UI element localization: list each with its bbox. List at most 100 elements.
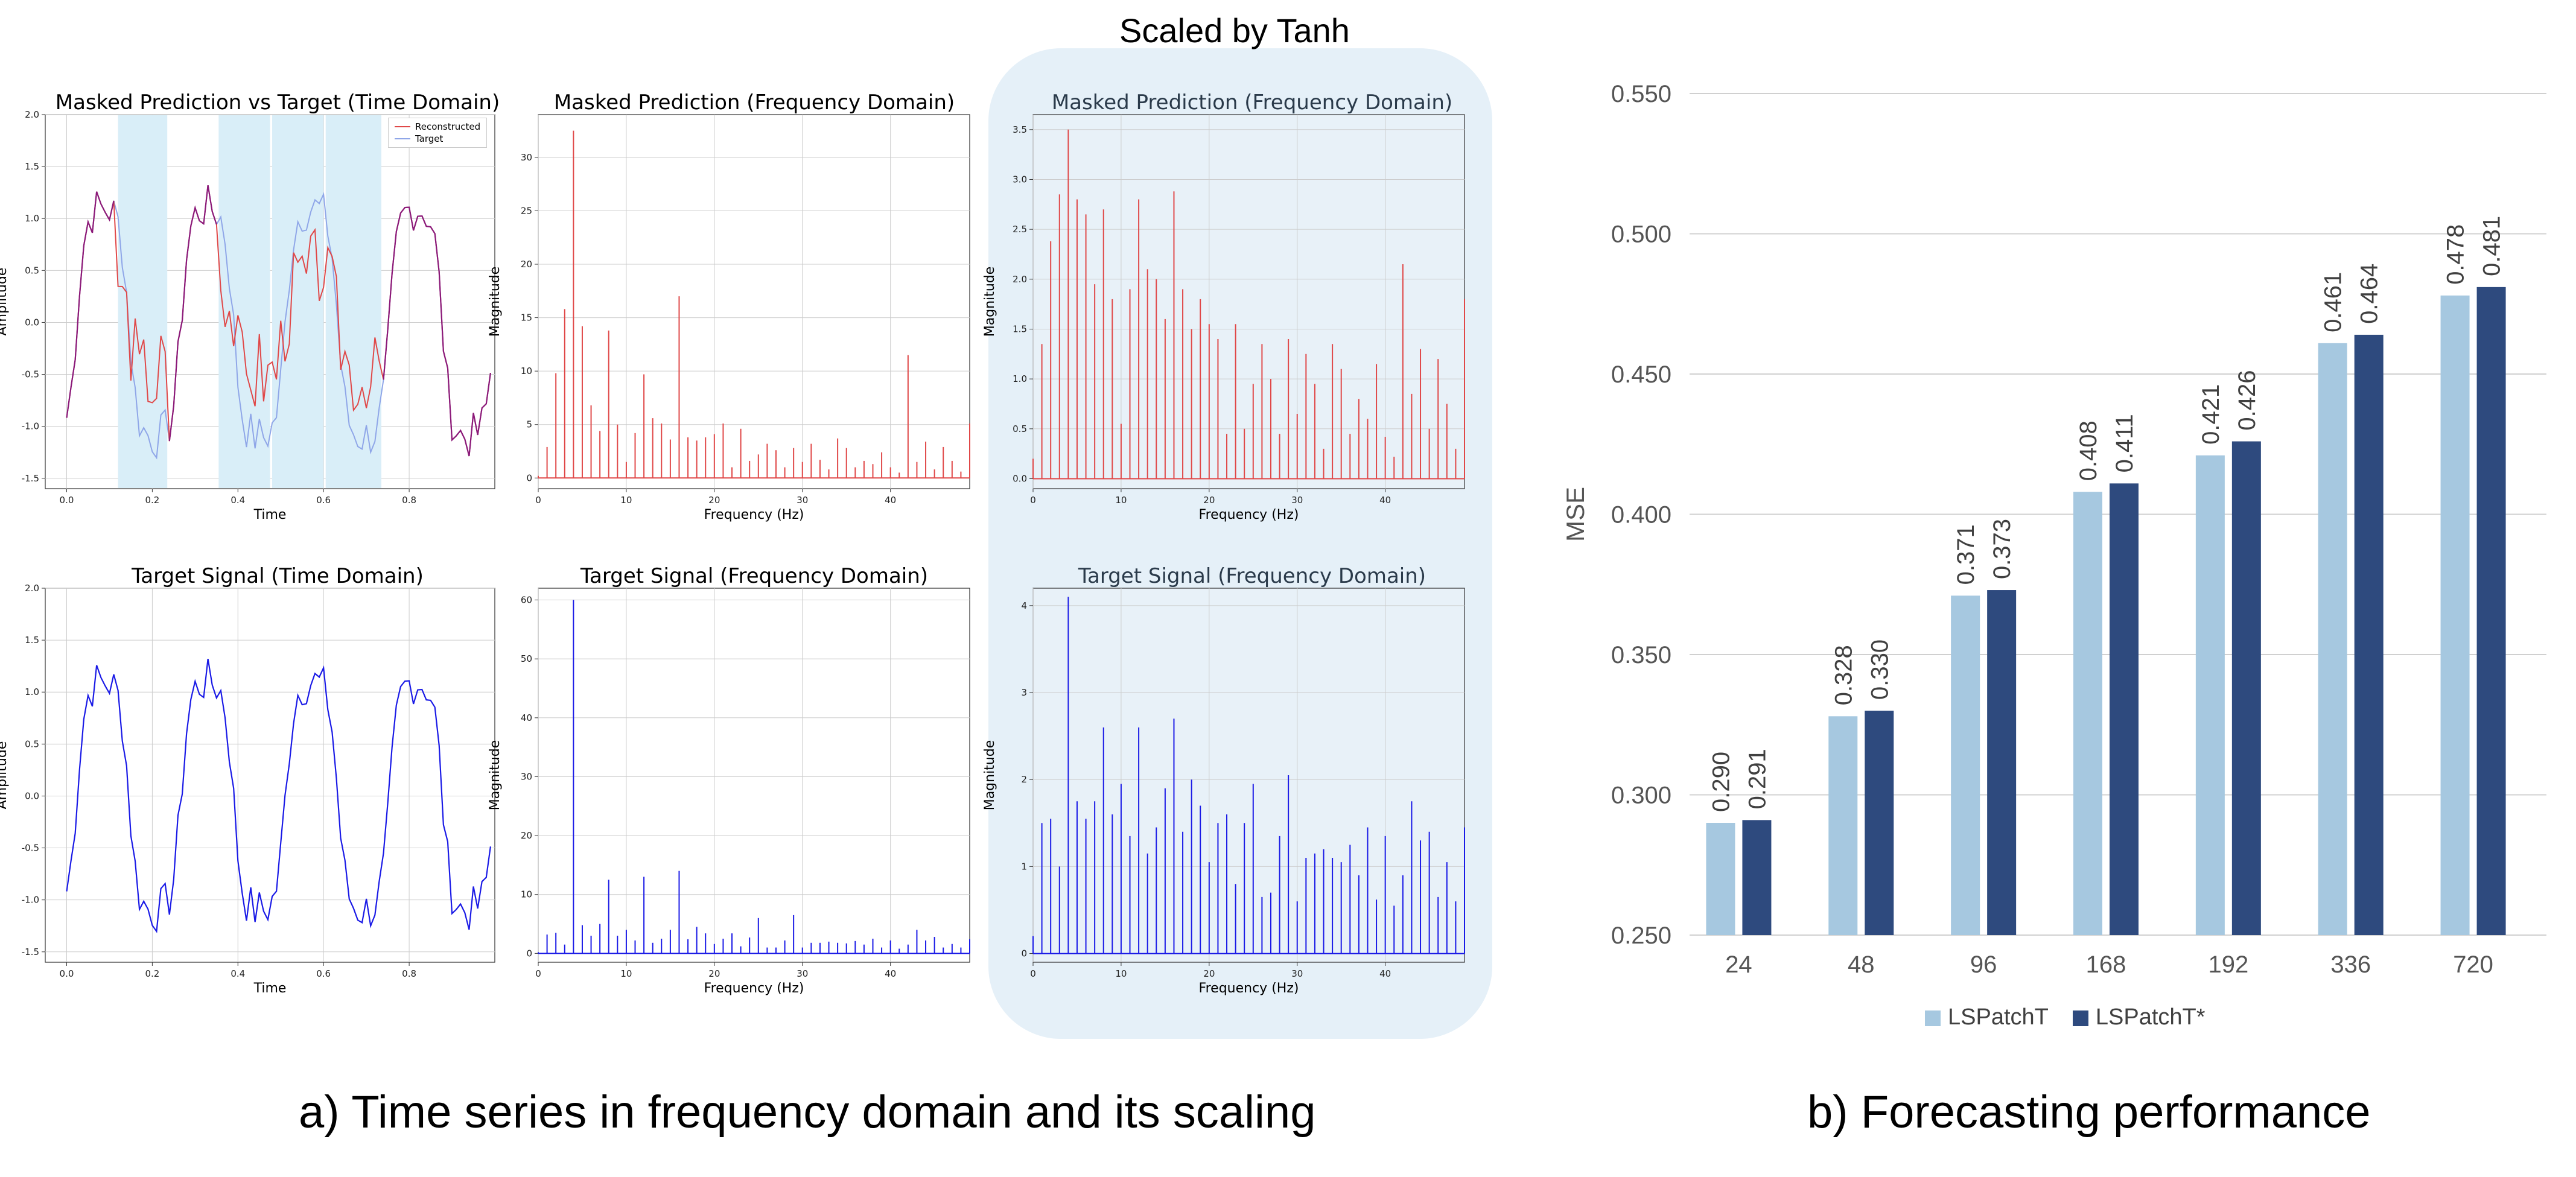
x-axis-label: Time — [253, 981, 287, 996]
chart-forecasting-mse: 0.250 0.300 0.350 0.400 0.450 0.500 0.550 MSE 0.… — [1561, 81, 2546, 978]
x-tick-label: 20 — [708, 495, 720, 506]
bar-data-label: 0.291 — [1744, 749, 1770, 809]
bar — [2073, 492, 2102, 935]
panel-title: Masked Prediction vs Target (Time Domain… — [55, 90, 500, 115]
x-tick-label: 0.0 — [60, 495, 74, 506]
bar — [1865, 711, 1894, 935]
bar-data-label: 0.371 — [1953, 524, 1979, 585]
panel-masked-prediction-time: Masked Prediction vs Target (Time Domain… — [0, 87, 507, 570]
y-tick-label: 4 — [1021, 600, 1027, 611]
y-tick-label: 1.0 — [25, 213, 39, 224]
masked-region — [325, 115, 381, 488]
panel-title: Masked Prediction (Frequency Domain) — [1051, 90, 1453, 115]
legend: Reconstructed Target — [388, 118, 488, 148]
bar-data-label: 0.478 — [2443, 224, 2469, 285]
bar — [2318, 343, 2347, 935]
y-tick-label: 2 — [1021, 774, 1027, 785]
panel-forecasting-performance: 0.250 0.300 0.350 0.400 0.450 0.500 0.550 MSE 0.… — [1545, 36, 2559, 1062]
x-axis-label: Frequency (Hz) — [1199, 981, 1299, 996]
y-tick-label: 10 — [521, 889, 532, 900]
plot-area — [1032, 588, 1465, 963]
y-tick-label: 0.250 — [1611, 922, 1671, 949]
x-tick-label: 10 — [620, 495, 632, 506]
bar-data-label: 0.330 — [1866, 639, 1893, 700]
x-tick-label: 0.8 — [402, 495, 416, 506]
panel-target-time: Target Signal (Time Domain) 0.0 0.2 0.4 0.6… — [0, 561, 507, 1044]
chart-target-freq: 0 10 20 30 40 0 10 20 30 40 50 60 Frequency (Hz) Magn… — [488, 588, 970, 996]
y-tick-label: 0.0 — [25, 317, 39, 328]
masked-region — [118, 115, 168, 488]
x-tick-label: 192 — [2208, 951, 2248, 978]
panel-masked-prediction-freq-tanh: Masked Prediction (Frequency Domain) 0 10… — [982, 87, 1478, 570]
bar — [2110, 483, 2139, 935]
y-tick-label: 3 — [1021, 687, 1027, 698]
y-tick-label: 60 — [521, 595, 532, 606]
y-tick-label: 20 — [521, 830, 532, 841]
y-tick-label: 1.5 — [25, 635, 39, 646]
y-tick-label: -1.5 — [22, 947, 39, 957]
bar — [1742, 820, 1772, 935]
x-tick-label: 20 — [1203, 968, 1215, 979]
panel-target-freq: Target Signal (Frequency Domain) 0 10 20 30… — [488, 561, 978, 1044]
bar — [1706, 823, 1735, 935]
legend-item-target: Target — [395, 133, 480, 145]
x-tick-label: 96 — [1970, 951, 1997, 978]
y-tick-label: 1.5 — [1013, 323, 1027, 334]
x-axis-label: Frequency (Hz) — [704, 981, 804, 996]
y-tick-label: 0.400 — [1611, 502, 1671, 528]
panel-title: Target Signal (Frequency Domain) — [1078, 564, 1426, 588]
y-axis-label: Magnitude — [488, 267, 503, 337]
x-axis-label: Time — [253, 507, 287, 522]
y-tick-label: 1.0 — [1013, 373, 1027, 384]
y-tick-label: 0 — [526, 948, 532, 959]
x-tick-label: 0.0 — [60, 968, 74, 979]
y-tick-label: 1.5 — [25, 161, 39, 172]
y-axis-label: Magnitude — [982, 267, 997, 337]
plot-area — [538, 114, 970, 489]
series-overlap-line — [383, 206, 491, 457]
x-tick-label: 10 — [1115, 968, 1127, 979]
y-tick-label: 30 — [521, 152, 532, 163]
y-tick-label: 0.350 — [1611, 642, 1671, 668]
y-tick-label: 50 — [521, 653, 532, 664]
y-tick-label: 0.0 — [1013, 473, 1027, 484]
bar — [1987, 590, 2017, 935]
y-tick-label: 20 — [521, 259, 532, 270]
y-tick-label: -0.5 — [22, 369, 39, 380]
x-tick-label: 0.6 — [316, 968, 331, 979]
y-tick-label: 0.550 — [1611, 81, 1671, 107]
panel-title: Masked Prediction (Frequency Domain) — [553, 90, 955, 115]
masked-region — [272, 115, 324, 488]
y-tick-label: 0.450 — [1611, 361, 1671, 388]
y-tick-label: 2.0 — [1013, 274, 1027, 285]
legend-item-reconstructed: Reconstructed — [395, 121, 480, 133]
x-tick-label: 720 — [2453, 951, 2493, 978]
x-tick-label: 0.4 — [231, 495, 245, 506]
y-tick-label: 2.5 — [1013, 224, 1027, 235]
chart-target-time: 0.0 0.2 0.4 0.6 0.8 -1.5 -1.0 -0.5 0.0 0.5 1.0 1.5 2… — [0, 583, 495, 996]
y-tick-label: 15 — [521, 312, 532, 323]
bar-data-label: 0.373 — [1989, 519, 2015, 579]
bar-data-label: 0.426 — [2234, 370, 2260, 430]
caption-a: a) Time series in frequency domain and i… — [299, 1087, 1316, 1138]
chart-masked-prediction-time: 0.0 0.2 0.4 0.6 0.8 -1.5 -1.0 -0.5 0.0 0.5 1.0 1.5 2… — [0, 109, 495, 522]
bar-data-label: 0.464 — [2356, 264, 2383, 324]
y-tick-label: 5 — [526, 419, 532, 430]
bar — [2440, 295, 2470, 935]
x-tick-label: 40 — [1379, 495, 1391, 506]
x-tick-label: 20 — [708, 968, 720, 979]
y-axis-label: Magnitude — [982, 740, 997, 811]
x-tick-label: 10 — [620, 968, 632, 979]
y-tick-label: 0.5 — [1013, 424, 1027, 434]
x-tick-label: 48 — [1848, 951, 1875, 978]
y-tick-label: -0.5 — [22, 843, 39, 854]
y-tick-label: 1.0 — [25, 687, 39, 697]
x-tick-label: 30 — [1291, 968, 1303, 979]
x-tick-label: 0.2 — [145, 968, 159, 979]
bar — [1951, 595, 1980, 935]
series-overlap-line — [168, 185, 217, 442]
y-tick-label: 1 — [1021, 861, 1027, 872]
y-tick-label: 0.5 — [25, 738, 39, 749]
y-tick-label: 30 — [521, 771, 532, 782]
